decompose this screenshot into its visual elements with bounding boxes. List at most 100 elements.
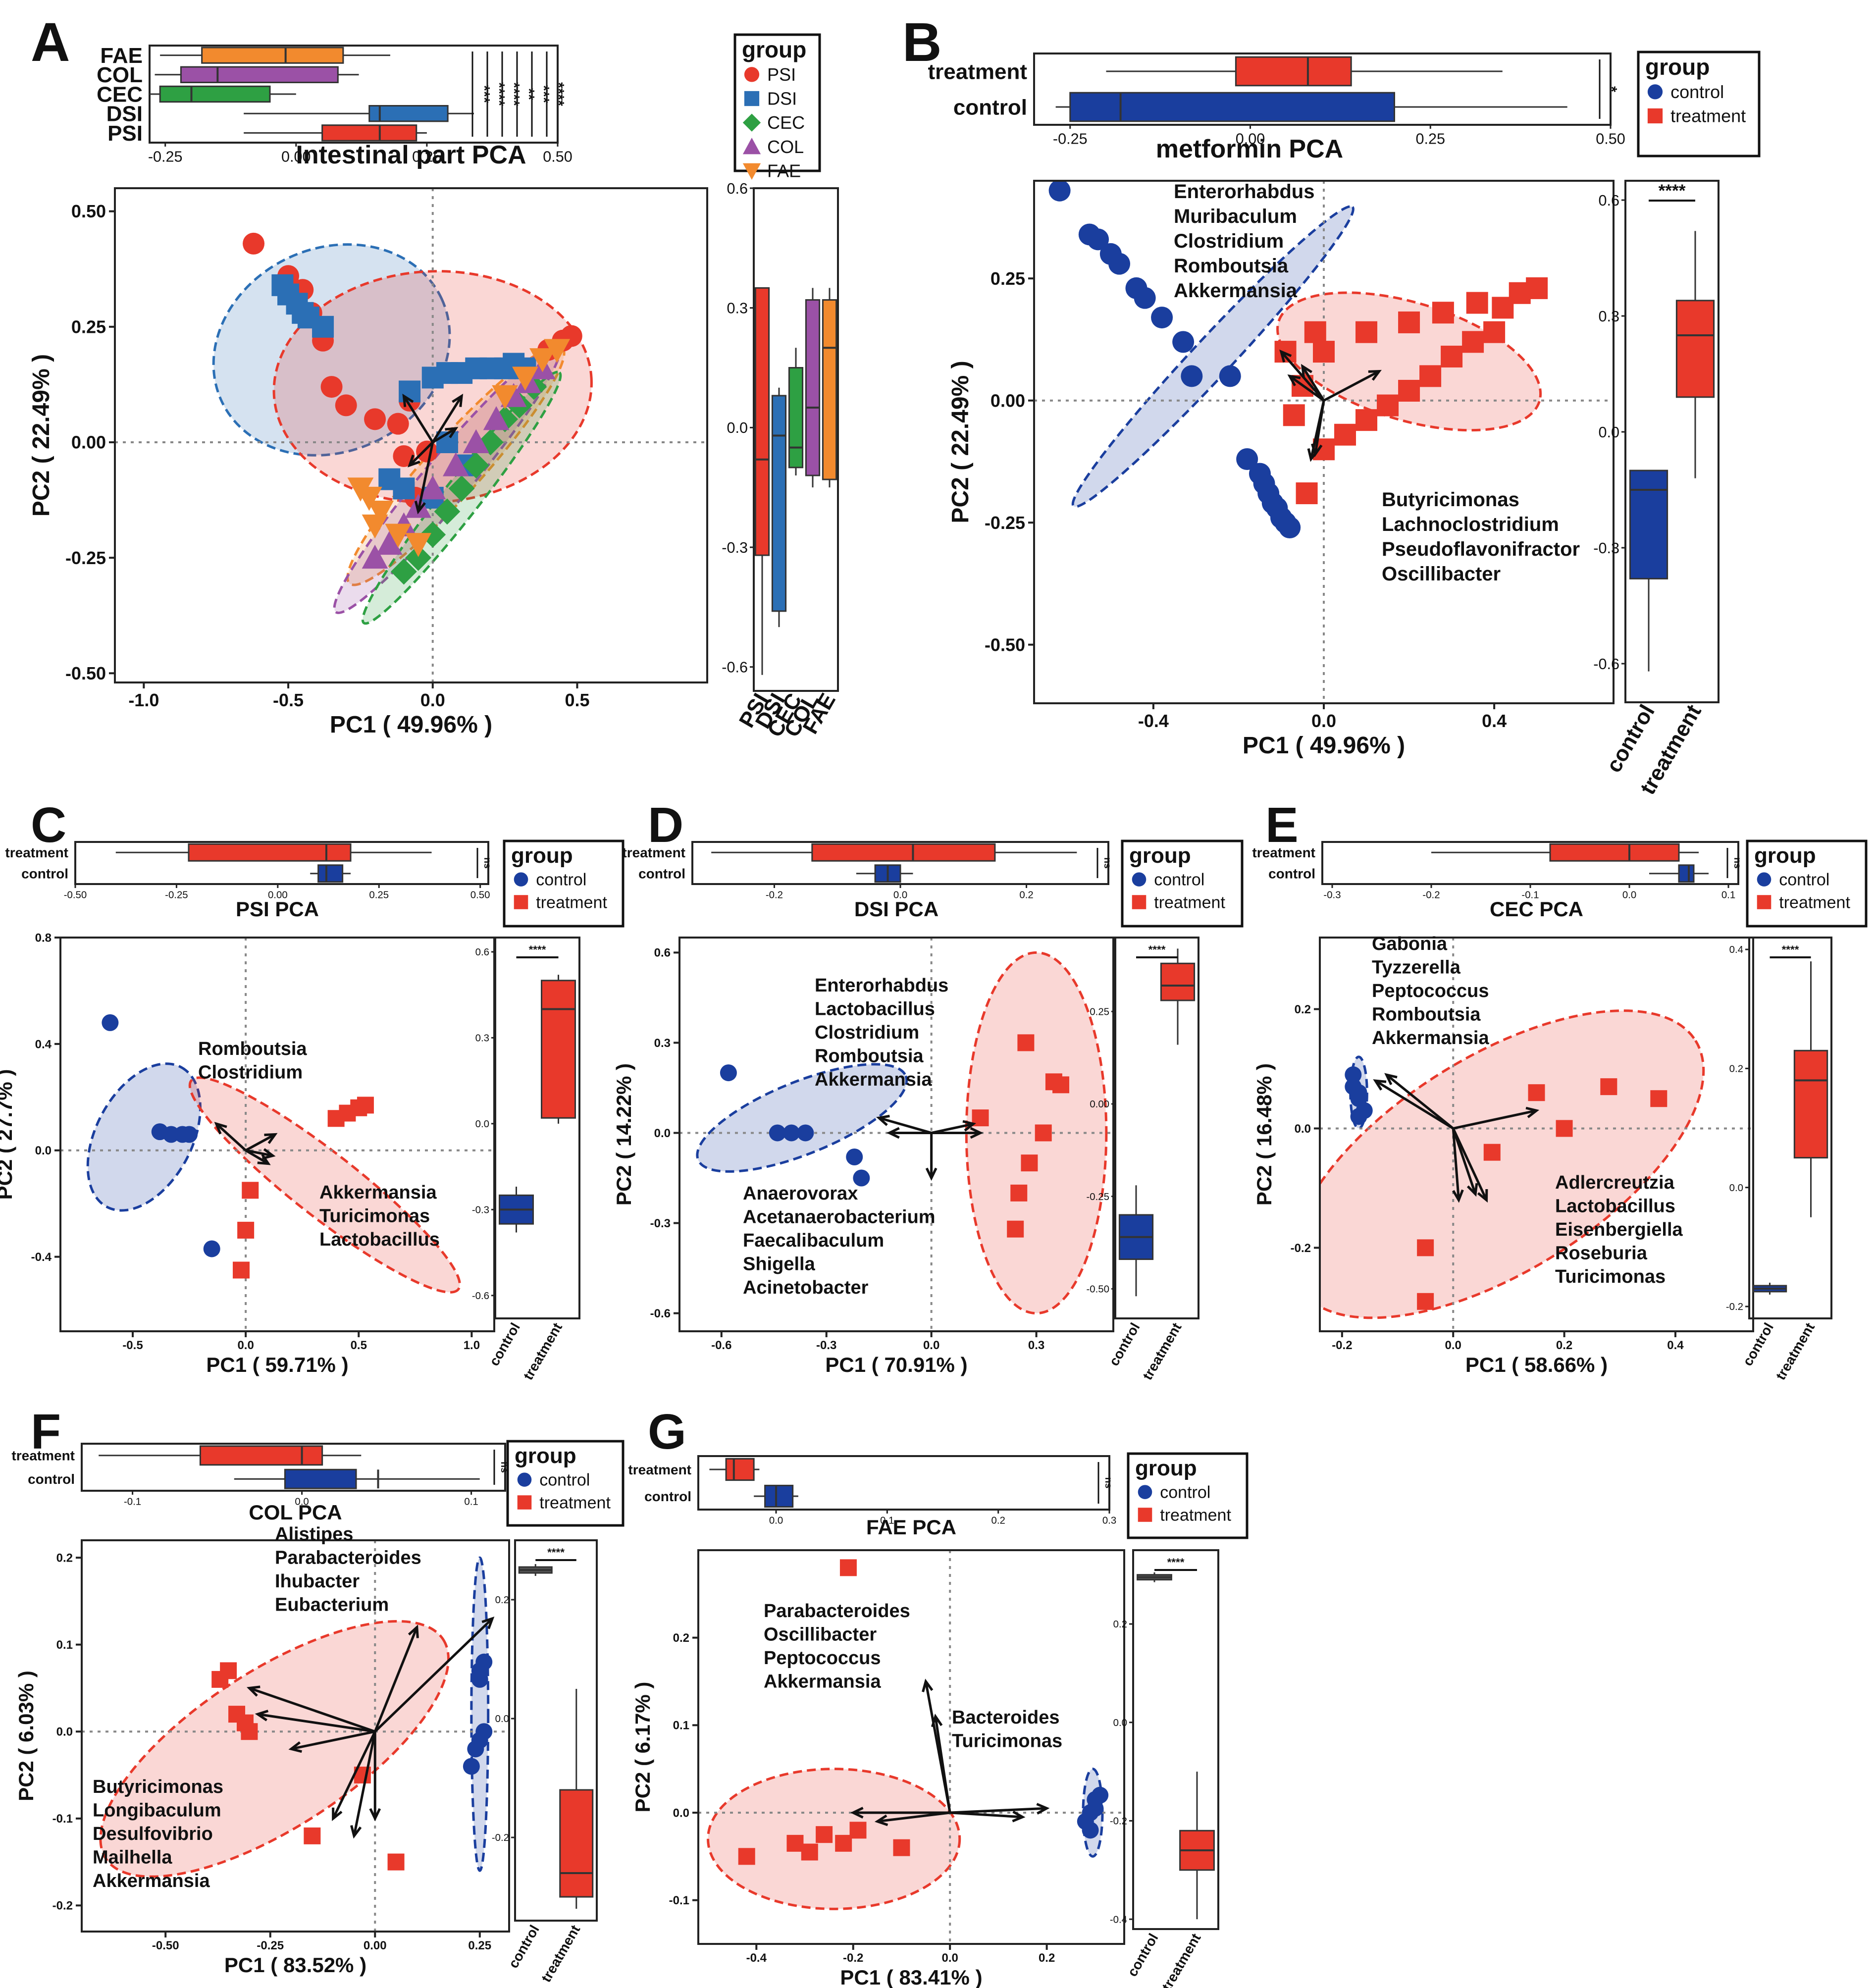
loading-arrow — [878, 1116, 932, 1134]
arrow-head — [350, 1825, 362, 1839]
x-tick-label: -0.5 — [122, 1339, 143, 1352]
legend-label: control — [539, 1471, 590, 1490]
loading-arrow — [373, 1626, 418, 1732]
y-tick-label: 0.4 — [35, 1038, 52, 1051]
box-treatment — [1675, 300, 1715, 398]
top-box-category-label: treatment — [11, 1448, 75, 1464]
data-point-treatment — [738, 1848, 755, 1865]
data-point-treatment — [1600, 1078, 1617, 1096]
data-point-control — [1219, 365, 1241, 387]
box-dsi — [771, 395, 787, 612]
legend-key — [514, 895, 528, 909]
top-box-category-label: CEC — [97, 82, 143, 106]
x-tick-label: 0.2 — [1039, 1951, 1055, 1965]
annotation-genus: Butyricimonas — [1382, 489, 1519, 511]
data-point-treatment — [1035, 1124, 1052, 1142]
legend-label: control — [1670, 82, 1724, 102]
legend-label: treatment — [1154, 893, 1225, 912]
right-y-tick-label: 0.25 — [1090, 1007, 1109, 1018]
annotation-genus: Turicimonas — [319, 1206, 430, 1227]
data-point-control — [1350, 1108, 1367, 1125]
data-point-treatment — [1419, 365, 1442, 387]
y-tick-label: -0.25 — [65, 548, 106, 568]
data-point-cec — [448, 475, 475, 502]
data-point-treatment — [1313, 341, 1335, 363]
arrow-head — [876, 1114, 890, 1126]
legend-key — [742, 113, 761, 132]
loading-arrow — [353, 1731, 376, 1836]
top-x-tick-label: 0.2 — [1019, 889, 1033, 900]
top-x-tick-label: -0.25 — [165, 889, 188, 900]
right-box-category-label: control — [1124, 1931, 1161, 1980]
y-axis-label: PC2 ( 16.48% ) — [1252, 1063, 1276, 1205]
arrow-head — [970, 1127, 984, 1139]
data-point-control — [783, 1124, 800, 1142]
arrow-head — [1301, 364, 1312, 377]
arrow-head — [246, 1685, 261, 1697]
right-y-tick-label: 0.6 — [727, 180, 748, 197]
annotation-genus: Gabonia — [1372, 934, 1448, 954]
x-tick-label: -1.0 — [128, 690, 159, 710]
y-tick-label: 0.0 — [654, 1127, 671, 1140]
data-point-cec — [405, 544, 431, 571]
arrow-head — [1384, 1073, 1398, 1085]
x-tick-label: -0.2 — [1332, 1339, 1352, 1352]
significance-label: ** — [521, 88, 538, 100]
annotation-genus: Romboutsia — [198, 1039, 307, 1059]
arrow-head — [1287, 374, 1301, 386]
data-point-control — [467, 1740, 484, 1758]
y-tick-label: 0.0 — [1295, 1122, 1311, 1136]
x-axis-label: PC1 ( 83.52% ) — [224, 1953, 366, 1977]
annotation-genus: Desulfovibrio — [93, 1824, 213, 1844]
x-tick-label: -0.3 — [816, 1339, 836, 1352]
confidence-ellipse — [188, 1076, 461, 1294]
chart-title: PSI PCA — [236, 897, 319, 921]
plot-frame — [1319, 937, 1754, 1332]
data-point-control — [1345, 1066, 1362, 1084]
top-x-tick-label: -0.3 — [1323, 889, 1341, 900]
data-point-control — [1181, 365, 1203, 387]
x-tick-label: 0.0 — [1311, 711, 1336, 731]
top-x-tick-label: 0.00 — [281, 149, 311, 165]
top-box-category-label: control — [1268, 866, 1315, 882]
y-tick-label: -0.2 — [52, 1899, 73, 1913]
legend-key — [1132, 872, 1146, 887]
chart-title: DSI PCA — [854, 897, 938, 921]
legend-label: COL — [767, 137, 804, 157]
legend-title: group — [511, 843, 573, 868]
data-point-control — [1236, 448, 1258, 471]
x-tick-label: -0.4 — [1138, 711, 1169, 731]
box-treatment — [541, 980, 576, 1119]
data-point-treatment — [1304, 321, 1326, 343]
right-y-tick-label: 0.0 — [1598, 424, 1619, 441]
x-tick-label: -0.6 — [711, 1339, 731, 1352]
loading-arrow — [417, 442, 434, 512]
panel-letter: B — [902, 12, 941, 73]
top-boxplot-frame — [697, 1455, 1110, 1511]
top-x-tick-label: 0.0 — [893, 889, 907, 900]
data-point-treatment — [849, 1822, 867, 1839]
data-point-treatment — [1017, 1034, 1035, 1051]
top-x-tick-label: 0.2 — [991, 1515, 1005, 1526]
y-tick-label: -0.1 — [52, 1812, 73, 1826]
data-point-treatment — [1334, 423, 1356, 446]
data-point-control — [1048, 181, 1071, 202]
right-y-tick-label: -0.3 — [722, 539, 748, 556]
legend-label: control — [1779, 871, 1829, 889]
loading-arrow — [1374, 1079, 1454, 1130]
loading-arrow — [215, 1123, 247, 1151]
annotation-genus: Mailhella — [93, 1847, 172, 1868]
data-point-control — [769, 1124, 786, 1142]
arrow-head — [214, 1122, 227, 1135]
loading-arrow — [1323, 370, 1380, 402]
top-box-category-label: control — [953, 95, 1027, 119]
box-fae — [822, 299, 837, 480]
data-point-fae — [405, 533, 431, 557]
top-box-category-label: DSI — [106, 102, 143, 126]
top-box-category-label: treatment — [622, 845, 685, 860]
data-point-treatment — [1296, 482, 1318, 505]
significance-label: ns — [482, 857, 493, 869]
arrow-head — [1311, 443, 1323, 457]
annotation-genus: Pseudoflavonifractor — [1382, 538, 1580, 560]
top-box-category-label: PSI — [107, 121, 143, 146]
